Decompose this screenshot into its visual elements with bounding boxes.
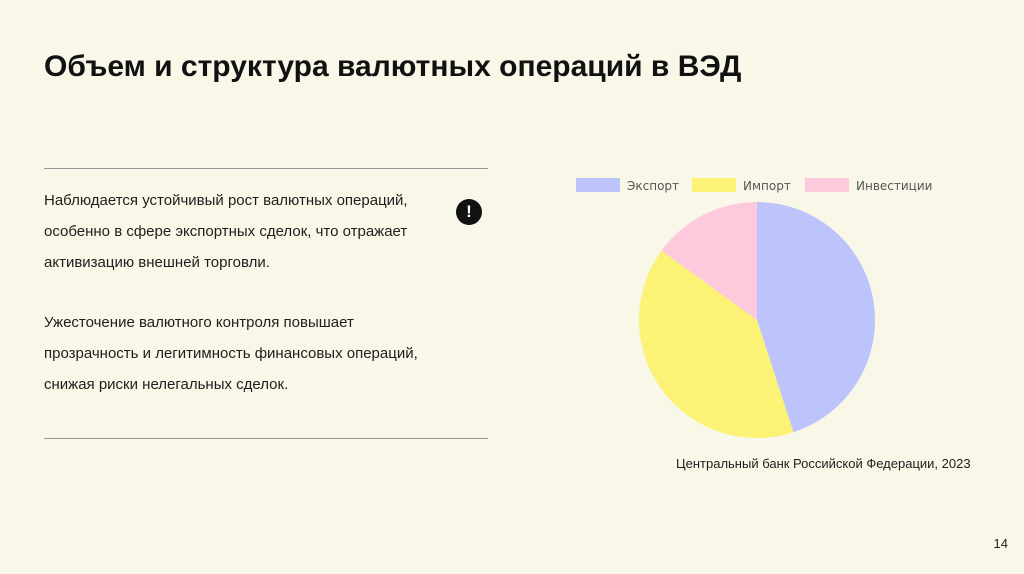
pie-chart: Экспорт Импорт Инвестиции [576, 178, 932, 438]
pie-slice-2 [639, 250, 794, 438]
page-number: 14 [993, 536, 1008, 551]
legend-swatch-2 [692, 178, 736, 192]
divider-top [44, 168, 488, 169]
exclamation-icon: ! [456, 199, 482, 225]
source-caption: Центральный банк Российской Федерации, 2… [676, 456, 971, 471]
legend-label-1: Экспорт [627, 179, 679, 193]
legend-swatch-1 [576, 178, 620, 192]
slide-title: Объем и структура валютных операций в ВЭ… [44, 50, 742, 83]
legend-swatch-3 [805, 178, 849, 192]
legend-label-3: Инвестиции [856, 179, 932, 193]
paragraph-growth: Наблюдается устойчивый рост валютных опе… [44, 192, 408, 271]
legend-label-2: Импорт [743, 179, 791, 193]
pie-slice-1 [757, 202, 875, 433]
divider-bottom [44, 438, 488, 439]
chart-slices [639, 202, 875, 438]
paragraph-control: Ужесточение валютного контроля повышает … [44, 314, 418, 393]
pie-slice-3 [661, 202, 757, 320]
chart-legend: Экспорт Импорт Инвестиции [576, 178, 932, 193]
